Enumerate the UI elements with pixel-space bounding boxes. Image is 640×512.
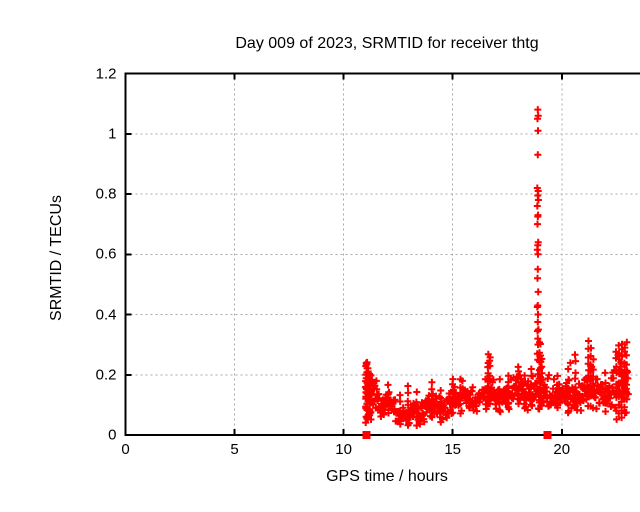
x-tick-label: 15 <box>444 441 461 458</box>
y-tick-label: 0.6 <box>96 246 117 263</box>
y-tick-label: 0.4 <box>96 306 117 323</box>
x-tick-label: 20 <box>553 441 570 458</box>
x-axis-label: GPS time / hours <box>125 468 640 486</box>
x-tick-label: 5 <box>230 441 238 458</box>
plot-border <box>126 74 640 436</box>
gap-marker-square <box>544 431 552 439</box>
y-tick-label: 0.8 <box>96 186 117 203</box>
srmtid-chart: Day 009 of 2023, SRMTID for receiver tht… <box>40 16 640 496</box>
spike-points <box>534 106 542 363</box>
y-tick-label: 0 <box>108 427 116 444</box>
x-tick-label: 0 <box>121 441 129 458</box>
plot-canvas <box>40 16 640 496</box>
gap-marker-square <box>363 431 371 439</box>
scatter-points <box>362 338 632 430</box>
chart-title: Day 009 of 2023, SRMTID for receiver tht… <box>125 35 640 53</box>
y-tick-label: 0.2 <box>96 366 117 383</box>
x-tick-label: 10 <box>335 441 352 458</box>
y-tick-label: 1 <box>108 125 116 142</box>
y-axis-label: SRMTID / TECUs <box>48 195 66 321</box>
y-tick-label: 1.2 <box>96 65 117 82</box>
